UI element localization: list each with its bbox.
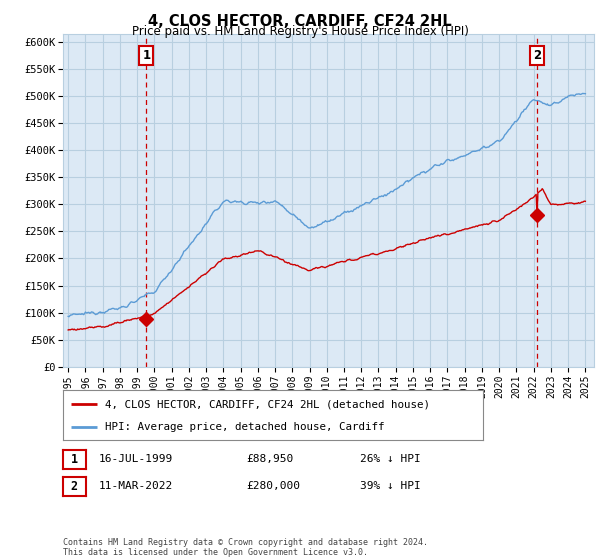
Text: £88,950: £88,950 — [246, 454, 293, 464]
Text: Contains HM Land Registry data © Crown copyright and database right 2024.
This d: Contains HM Land Registry data © Crown c… — [63, 538, 428, 557]
Text: 1: 1 — [71, 452, 78, 466]
Text: 4, CLOS HECTOR, CARDIFF, CF24 2HL (detached house): 4, CLOS HECTOR, CARDIFF, CF24 2HL (detac… — [105, 399, 430, 409]
Text: Price paid vs. HM Land Registry's House Price Index (HPI): Price paid vs. HM Land Registry's House … — [131, 25, 469, 38]
Text: £280,000: £280,000 — [246, 481, 300, 491]
Text: 2: 2 — [71, 479, 78, 493]
Text: 11-MAR-2022: 11-MAR-2022 — [99, 481, 173, 491]
Text: 2: 2 — [533, 49, 541, 62]
Text: 1: 1 — [142, 49, 151, 62]
Text: 16-JUL-1999: 16-JUL-1999 — [99, 454, 173, 464]
Text: HPI: Average price, detached house, Cardiff: HPI: Average price, detached house, Card… — [105, 422, 385, 432]
Text: 39% ↓ HPI: 39% ↓ HPI — [360, 481, 421, 491]
Text: 26% ↓ HPI: 26% ↓ HPI — [360, 454, 421, 464]
Text: 4, CLOS HECTOR, CARDIFF, CF24 2HL: 4, CLOS HECTOR, CARDIFF, CF24 2HL — [148, 14, 452, 29]
